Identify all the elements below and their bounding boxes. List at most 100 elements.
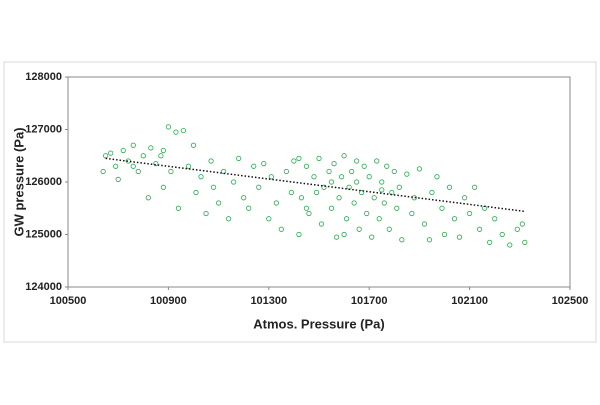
point bbox=[313, 189, 320, 196]
point bbox=[384, 163, 390, 169]
plot-area bbox=[67, 76, 571, 288]
point bbox=[328, 179, 335, 185]
y-tick-label: 125000 bbox=[25, 228, 62, 240]
point bbox=[193, 189, 199, 196]
point bbox=[434, 174, 440, 180]
x-tick-label: 101300 bbox=[250, 295, 287, 307]
point bbox=[386, 226, 392, 232]
point bbox=[451, 216, 458, 222]
point bbox=[426, 237, 433, 243]
point bbox=[381, 200, 387, 206]
point bbox=[341, 231, 347, 238]
point bbox=[210, 184, 217, 190]
point bbox=[130, 163, 136, 169]
point bbox=[404, 171, 410, 177]
x-axis-label: Atmos. Pressure (Pa) bbox=[253, 316, 385, 331]
y-tick-label: 126000 bbox=[25, 176, 62, 188]
point bbox=[421, 221, 428, 227]
point bbox=[461, 195, 468, 201]
point bbox=[441, 231, 448, 238]
x-tick-label: 102500 bbox=[552, 295, 589, 307]
point bbox=[241, 195, 247, 201]
point bbox=[507, 242, 513, 248]
point bbox=[466, 210, 473, 217]
point bbox=[236, 155, 242, 161]
trend-line bbox=[105, 157, 525, 213]
point bbox=[303, 205, 310, 211]
x-tick-label: 102100 bbox=[451, 295, 488, 307]
point bbox=[256, 184, 262, 190]
point bbox=[273, 200, 279, 206]
point bbox=[376, 216, 382, 222]
point bbox=[261, 161, 267, 167]
point bbox=[369, 234, 375, 240]
point bbox=[351, 200, 357, 206]
point bbox=[366, 174, 372, 180]
point bbox=[341, 153, 347, 159]
point bbox=[409, 210, 415, 217]
point bbox=[472, 184, 478, 190]
point bbox=[185, 163, 192, 169]
point bbox=[396, 184, 402, 190]
point bbox=[288, 189, 294, 196]
point bbox=[190, 142, 197, 148]
point bbox=[153, 161, 159, 167]
point bbox=[379, 179, 385, 185]
point bbox=[266, 216, 272, 222]
point bbox=[160, 184, 166, 190]
point bbox=[108, 150, 114, 156]
point bbox=[145, 195, 151, 201]
y-tick-label: 128000 bbox=[25, 71, 62, 83]
point bbox=[296, 155, 302, 161]
point bbox=[165, 124, 171, 130]
y-tick-label: 127000 bbox=[25, 123, 62, 135]
y-tick-label: 124000 bbox=[25, 281, 62, 293]
point bbox=[499, 231, 505, 238]
point bbox=[115, 176, 121, 182]
point bbox=[173, 129, 179, 135]
point bbox=[446, 184, 453, 190]
point bbox=[283, 168, 289, 175]
chart-frame bbox=[3, 61, 597, 343]
point bbox=[379, 187, 385, 193]
point bbox=[439, 205, 445, 211]
point bbox=[148, 145, 154, 151]
point bbox=[338, 174, 345, 180]
point bbox=[354, 158, 360, 164]
point bbox=[226, 216, 232, 222]
point bbox=[328, 205, 335, 211]
point bbox=[291, 158, 297, 164]
point bbox=[359, 189, 365, 196]
point bbox=[349, 168, 355, 175]
x-tick-label: 101700 bbox=[351, 295, 388, 307]
point bbox=[361, 163, 367, 169]
point bbox=[477, 226, 483, 232]
point bbox=[333, 234, 340, 240]
point bbox=[374, 158, 380, 164]
y-axis-label: GW pressure (Pa) bbox=[11, 127, 26, 236]
point bbox=[344, 216, 350, 222]
point bbox=[318, 221, 325, 227]
point bbox=[306, 210, 312, 217]
point bbox=[198, 174, 204, 180]
point bbox=[168, 168, 174, 175]
point bbox=[311, 174, 317, 180]
point bbox=[391, 168, 397, 175]
point bbox=[371, 195, 377, 201]
point bbox=[160, 147, 166, 154]
point bbox=[303, 163, 310, 169]
point bbox=[113, 163, 119, 169]
point bbox=[180, 127, 187, 134]
point bbox=[103, 153, 109, 159]
point bbox=[298, 195, 305, 201]
point bbox=[356, 226, 362, 232]
point bbox=[208, 158, 214, 164]
point bbox=[231, 179, 237, 185]
point bbox=[519, 221, 525, 227]
point bbox=[135, 168, 141, 175]
point bbox=[321, 184, 327, 190]
point bbox=[522, 239, 528, 245]
point bbox=[278, 226, 284, 232]
point bbox=[514, 226, 520, 232]
